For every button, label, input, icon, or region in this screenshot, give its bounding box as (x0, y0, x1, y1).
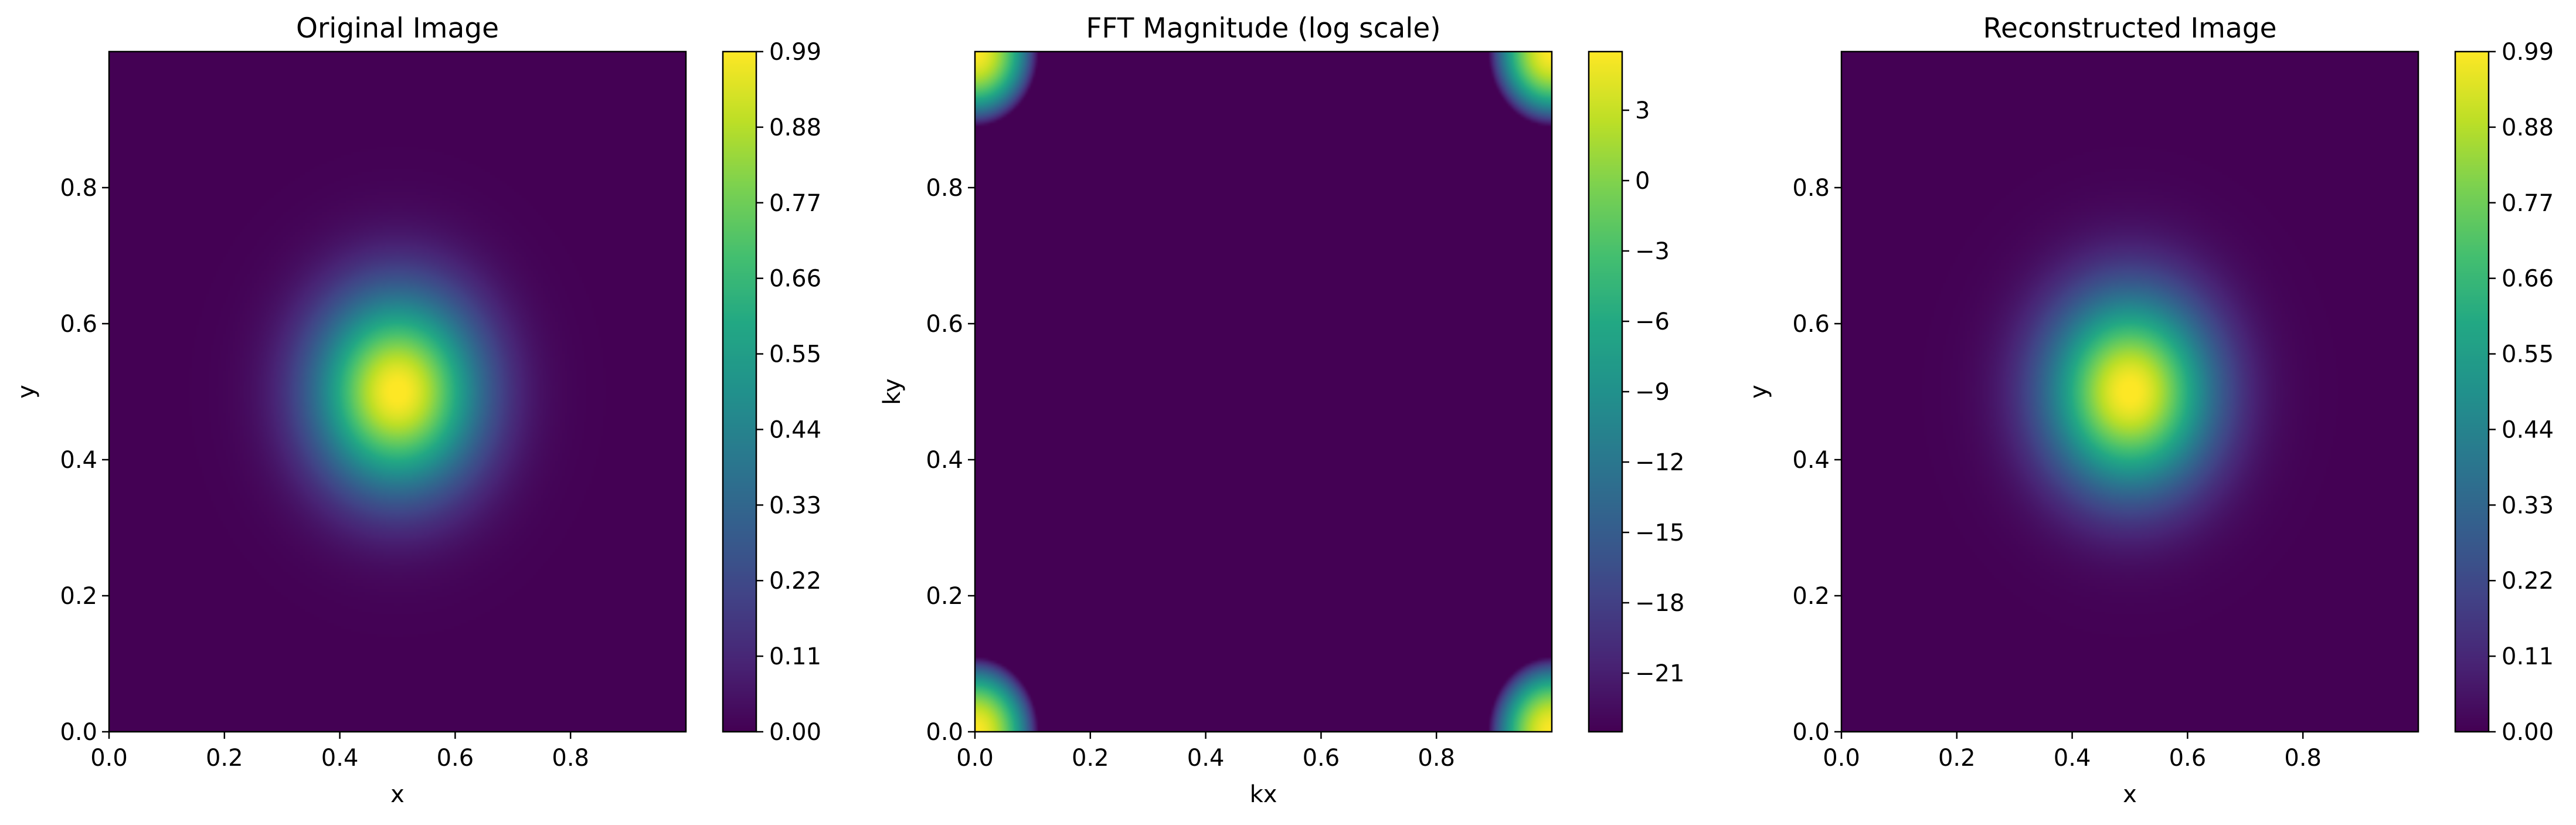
y-tick-label: 0.0 (1792, 719, 1830, 746)
colorbar-tick-label: −18 (1635, 590, 1684, 617)
colorbar-tick-label: 0.99 (769, 39, 821, 66)
colorbar-tick-label: 3 (1635, 97, 1650, 124)
y-tick-label: 0.8 (926, 175, 963, 202)
axes-frame-3 (1840, 50, 2419, 733)
y-tick-label: 0.2 (1792, 583, 1830, 610)
x-tick-label: 0.2 (1072, 745, 1109, 772)
y-tick-label: 0.2 (60, 583, 97, 610)
colorbar-tick-label: 0.22 (769, 568, 821, 595)
y-tick-label: 0.4 (926, 447, 963, 474)
x-tick-label: 0.4 (1187, 745, 1225, 772)
heatmap-image-2 (975, 52, 1552, 732)
colorbar-tick-label: 0.99 (2502, 39, 2554, 66)
colorbar-tick-label: 0.33 (2502, 492, 2554, 519)
colorbar-tick-label: 0.88 (769, 114, 821, 141)
colorbar-tick-label: 0.66 (2502, 266, 2554, 293)
heatmap-image-1 (109, 52, 686, 732)
colorbar-tick-label: −21 (1635, 660, 1684, 687)
colorbar-tick-label: 0 (1635, 168, 1650, 195)
colorbar-tick-label: −9 (1635, 379, 1670, 406)
x-tick-label: 0.2 (1938, 745, 1976, 772)
y-tick-label: 0.0 (926, 719, 963, 746)
y-axis-label: y (13, 385, 40, 399)
x-tick-label: 0.2 (206, 745, 243, 772)
colorbar-tick-label: −12 (1635, 449, 1684, 476)
colorbar-tick-label: 0.33 (769, 492, 821, 519)
x-axis-label: x (390, 781, 405, 808)
y-tick-label: 0.4 (1792, 447, 1830, 474)
x-axis-label: kx (1250, 781, 1277, 808)
axes-frame-1 (108, 50, 687, 733)
y-tick-label: 0.6 (926, 311, 963, 338)
colorbar-tick-label: 0.66 (769, 266, 821, 293)
colorbar-tick-label: 0.22 (2502, 568, 2554, 595)
heatmap-image-3 (1841, 52, 2418, 732)
y-axis-label: y (1745, 385, 1772, 399)
y-tick-label: 0.2 (926, 583, 963, 610)
x-tick-label: 0.4 (321, 745, 359, 772)
x-tick-label: 0.8 (2284, 745, 2322, 772)
colorbar-tick-label: 0.88 (2502, 114, 2554, 141)
colorbar-frame-1 (722, 50, 757, 733)
colorbar-tick-label: 0.11 (769, 643, 821, 670)
y-tick-label: 0.8 (1792, 175, 1830, 202)
colorbar-tick-label: 0.00 (2502, 719, 2554, 746)
colorbar-tick-label: 0.77 (769, 190, 821, 217)
colorbar-gradient-3 (2455, 52, 2489, 732)
y-tick-label: 0.0 (60, 719, 97, 746)
chart-title: Original Image (296, 12, 499, 45)
y-tick-label: 0.6 (1792, 311, 1830, 338)
x-tick-label: 0.8 (552, 745, 589, 772)
colorbar-tick-label: 0.11 (2502, 643, 2554, 670)
x-tick-label: 0.6 (2169, 745, 2207, 772)
x-tick-label: 0.0 (90, 745, 128, 772)
colorbar-tick-label: −3 (1635, 238, 1670, 265)
colorbar-tick-label: −6 (1635, 308, 1670, 335)
y-tick-label: 0.8 (60, 175, 97, 202)
colorbar-gradient-2 (1589, 52, 1622, 732)
x-tick-label: 0.6 (437, 745, 474, 772)
colorbar-tick-label: 0.55 (769, 341, 821, 368)
x-tick-label: 0.6 (1303, 745, 1340, 772)
colorbar-tick-label: 0.00 (769, 719, 821, 746)
axes-frame-2 (974, 50, 1553, 733)
x-tick-label: 0.8 (1418, 745, 1455, 772)
colorbar-tick-label: 0.55 (2502, 341, 2554, 368)
colorbar-tick-label: 0.44 (769, 416, 821, 443)
y-axis-label: ky (879, 378, 906, 405)
chart-title: Reconstructed Image (1983, 12, 2276, 45)
colorbar-tick-label: 0.44 (2502, 416, 2554, 443)
colorbar-frame-3 (2454, 50, 2490, 733)
chart-title: FFT Magnitude (log scale) (1086, 12, 1440, 45)
colorbar-gradient-1 (723, 52, 756, 732)
y-tick-label: 0.4 (60, 447, 97, 474)
x-tick-label: 0.0 (1823, 745, 1860, 772)
x-tick-label: 0.4 (2054, 745, 2091, 772)
x-tick-label: 0.0 (956, 745, 994, 772)
colorbar-tick-label: 0.77 (2502, 190, 2554, 217)
y-tick-label: 0.6 (60, 311, 97, 338)
x-axis-label: x (2123, 781, 2137, 808)
colorbar-tick-label: −15 (1635, 520, 1684, 546)
